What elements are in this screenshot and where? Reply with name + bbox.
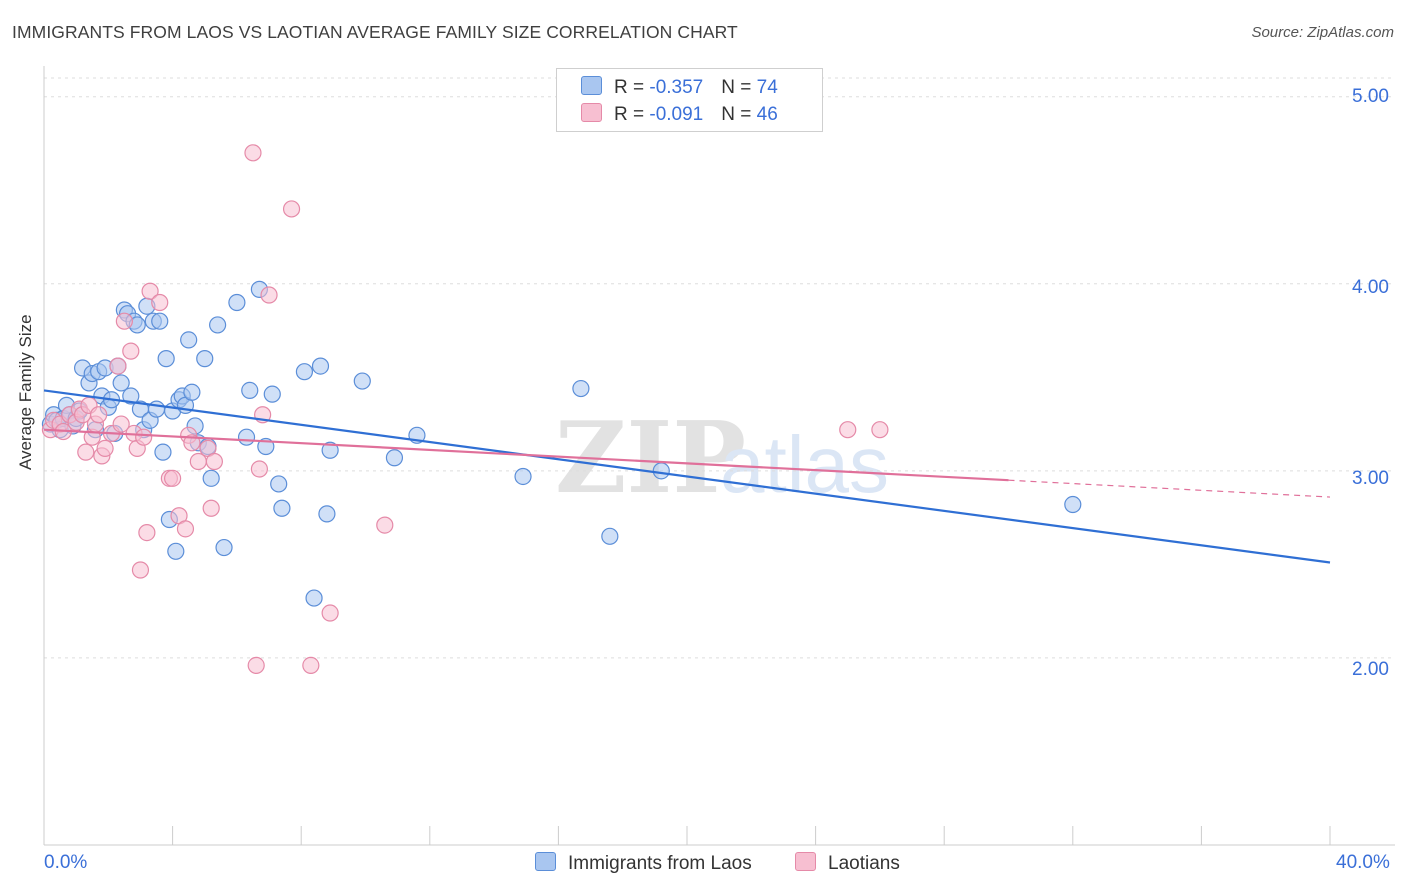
data-point-laotians	[321, 604, 339, 622]
legend-r-label: R =	[614, 104, 650, 125]
data-point-laos	[180, 331, 198, 349]
watermark: atlas	[720, 420, 889, 509]
bottom-legend-laos: Immigrants from Laos	[535, 852, 752, 875]
x-tick-label-min: 0.0%	[44, 852, 88, 873]
data-point-laos	[385, 449, 404, 467]
data-point-laotians	[376, 516, 394, 534]
data-point-laos	[209, 316, 227, 334]
data-point-laotians	[183, 434, 201, 452]
legend-n-value: 46	[756, 104, 778, 125]
data-point-laotians	[250, 460, 269, 478]
data-point-laotians	[176, 520, 195, 538]
data-point-laos	[273, 499, 291, 517]
data-point-laos	[514, 467, 532, 486]
data-point-laotians	[302, 656, 320, 675]
bottom-legend-label-laotians: Laotians	[828, 853, 900, 874]
data-point-laos	[652, 462, 670, 480]
data-point-laos	[237, 428, 256, 446]
chart-title: IMMIGRANTS FROM LAOS VS LAOTIAN AVERAGE …	[12, 22, 738, 42]
data-point-laos	[263, 385, 281, 403]
data-point-laos	[241, 381, 259, 400]
data-point-laotians	[96, 439, 114, 458]
data-point-laotians	[135, 428, 153, 446]
y-axis-title: Average Family Size	[16, 314, 35, 470]
bottom-legend-swatch-laotians	[795, 852, 816, 871]
legend-swatch-laotians	[581, 103, 602, 122]
data-point-laos	[122, 387, 140, 405]
data-point-laos	[318, 505, 336, 523]
data-point-laos	[321, 441, 339, 459]
data-point-laotians	[115, 312, 133, 330]
data-point-laotians	[839, 421, 857, 439]
data-point-laotians	[151, 293, 169, 312]
y-tick-label-2: 2.00	[1352, 659, 1389, 680]
data-point-laotians	[244, 144, 262, 162]
bottom-legend-laotians: Laotians	[795, 852, 900, 875]
legend-n-label: N =	[721, 77, 757, 98]
data-point-laos	[295, 363, 314, 381]
data-point-laos	[601, 527, 619, 545]
data-point-laotians	[282, 200, 301, 218]
data-point-laos	[147, 400, 166, 418]
trend-line-laos	[43, 389, 1331, 564]
data-point-laos	[270, 475, 288, 493]
data-point-laos	[228, 293, 246, 312]
data-point-laotians	[202, 499, 220, 517]
x-tick-label-max: 40.0%	[1336, 852, 1390, 873]
data-point-laos	[215, 538, 233, 557]
legend-r-value: -0.357	[649, 77, 704, 98]
data-point-laos	[202, 469, 220, 487]
legend-n-label: N =	[721, 104, 757, 125]
data-point-laos	[353, 372, 371, 390]
data-point-laos	[112, 374, 130, 392]
data-point-laos	[311, 357, 330, 375]
correlation-legend: R = -0.357 N = 74 R = -0.091 N = 46	[556, 68, 823, 132]
data-point-laos	[305, 589, 323, 607]
data-point-laotians	[77, 443, 95, 461]
data-point-laotians	[247, 656, 265, 675]
data-point-laotians	[138, 523, 156, 542]
data-point-laos	[167, 542, 185, 560]
bottom-legend-label-laos: Immigrants from Laos	[568, 853, 752, 874]
y-tick-label-4: 4.00	[1352, 277, 1389, 298]
data-point-laos	[196, 350, 214, 368]
data-point-laos	[572, 379, 590, 398]
data-point-laos	[183, 383, 201, 401]
data-point-laotians	[205, 452, 223, 471]
data-point-laotians	[131, 561, 150, 579]
data-point-laotians	[112, 415, 130, 433]
trend-line-extension-laotians	[1008, 479, 1331, 498]
data-point-laotians	[122, 342, 140, 360]
legend-row-laos: R = -0.357 N = 74	[581, 76, 778, 99]
legend-r-label: R =	[614, 77, 650, 98]
data-point-laotians	[90, 406, 108, 424]
legend-n-value: 74	[756, 77, 778, 98]
y-tick-label-3: 3.00	[1352, 468, 1389, 489]
data-point-laotians	[260, 286, 278, 304]
data-point-laotians	[141, 282, 159, 300]
legend-swatch-laos	[581, 76, 602, 95]
data-point-laos	[151, 312, 169, 330]
data-point-laos	[154, 443, 172, 461]
source-label: Source: ZipAtlas.com	[1251, 24, 1394, 41]
data-point-laos	[157, 350, 175, 368]
data-point-laos	[1064, 495, 1082, 514]
bottom-legend-swatch-laos	[535, 852, 556, 871]
data-point-laotians	[109, 357, 127, 375]
legend-row-laotians: R = -0.091 N = 46	[581, 103, 778, 126]
legend-r-value: -0.091	[649, 104, 704, 125]
trend-line-laotians	[43, 428, 1009, 482]
y-tick-label-5: 5.00	[1352, 86, 1389, 107]
data-point-laotians	[164, 469, 182, 487]
data-point-laotians	[871, 421, 889, 439]
